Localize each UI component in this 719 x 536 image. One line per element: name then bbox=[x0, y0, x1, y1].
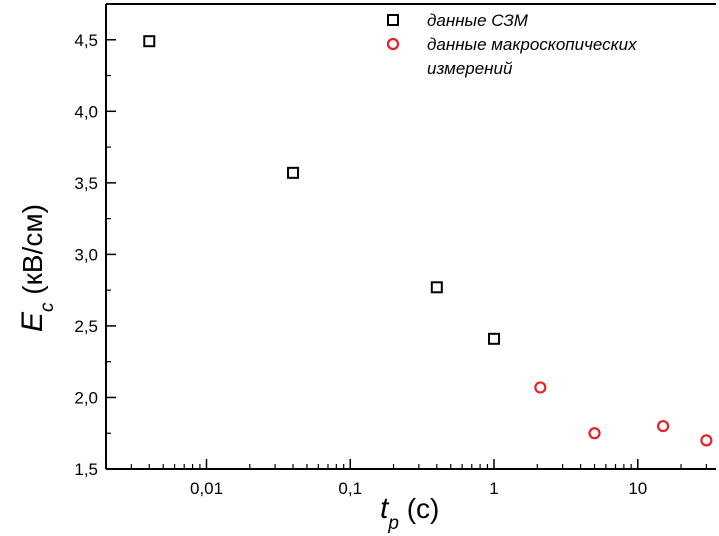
x-axis-title: tp (с) bbox=[380, 492, 439, 534]
x-tick-label: 0,1 bbox=[338, 479, 362, 498]
axes bbox=[105, 3, 716, 470]
spm-data-point bbox=[287, 166, 300, 179]
x-tick-label: 1 bbox=[489, 479, 498, 498]
ticks bbox=[106, 39, 707, 470]
macro-data-point bbox=[588, 427, 601, 440]
y-tick-label: 4,5 bbox=[74, 31, 98, 50]
y-tick-label: 1,5 bbox=[74, 460, 98, 479]
y-tick-label: 4,0 bbox=[74, 102, 98, 121]
x-tick-label: 10 bbox=[628, 479, 647, 498]
macro-data-point bbox=[534, 381, 547, 394]
legend-label: данные СЗМ bbox=[427, 11, 529, 30]
y-axis-title: Ec (кВ/см) bbox=[16, 204, 58, 332]
y-tick-label: 2,5 bbox=[74, 317, 98, 336]
spm-data-point bbox=[143, 35, 156, 48]
legend-marker-macro bbox=[386, 37, 400, 51]
tick-labels: 1,5 2,0 2,5 3,0 3,5 4,0 4,5 0,01 0,1 1 10 bbox=[74, 31, 647, 498]
y-tick-label: 3,5 bbox=[74, 174, 98, 193]
y-tick-label: 3,0 bbox=[74, 245, 98, 264]
data-marks bbox=[143, 35, 713, 447]
y-tick-label: 2,0 bbox=[74, 388, 98, 407]
legend: данные СЗМ данные макроскопических измерен… bbox=[386, 11, 637, 78]
macro-data-point bbox=[656, 419, 670, 433]
legend-marker-spm bbox=[387, 14, 399, 26]
axis-titles: tp (с) Ec (кВ/см) bbox=[16, 204, 439, 534]
spm-data-point bbox=[430, 281, 443, 294]
legend-label: данные макроскопических bbox=[427, 35, 637, 54]
x-tick-label: 0,01 bbox=[190, 479, 223, 498]
macro-data-point bbox=[700, 434, 713, 447]
spm-data-point bbox=[488, 332, 501, 345]
legend-label: измерений bbox=[427, 59, 513, 78]
